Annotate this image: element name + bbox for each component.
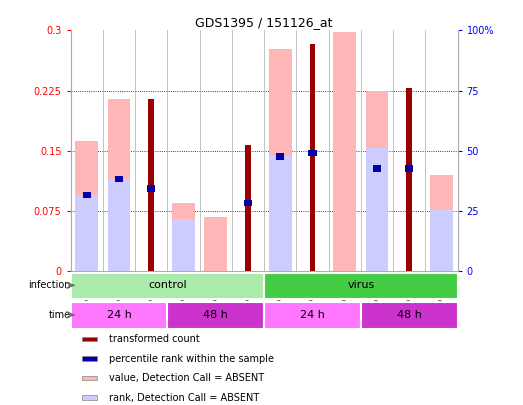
Text: 24 h: 24 h (107, 310, 131, 320)
Bar (108, 98, 130, 271)
Bar (361, 302, 458, 328)
Bar (167, 302, 264, 328)
Bar (373, 165, 381, 172)
Bar (71, 302, 167, 328)
Text: 24 h: 24 h (300, 310, 325, 320)
Bar (82, 376, 97, 380)
Text: infection: infection (28, 280, 71, 290)
Bar (366, 91, 388, 271)
Bar (108, 179, 130, 271)
Bar (309, 150, 316, 156)
Text: time: time (49, 310, 71, 320)
Bar (71, 273, 264, 299)
Title: GDS1395 / 151126_at: GDS1395 / 151126_at (196, 16, 333, 29)
Bar (172, 219, 195, 271)
Text: control: control (148, 280, 187, 290)
Bar (75, 141, 98, 271)
Bar (245, 145, 251, 271)
Bar (147, 185, 155, 192)
Bar (269, 156, 291, 271)
Bar (334, 32, 356, 271)
Bar (82, 337, 97, 341)
Bar (244, 200, 252, 206)
Text: rank, Detection Call = ABSENT: rank, Detection Call = ABSENT (109, 392, 259, 403)
Bar (115, 176, 123, 182)
Bar (406, 88, 412, 271)
Text: percentile rank within the sample: percentile rank within the sample (109, 354, 274, 364)
Bar (430, 175, 453, 271)
Text: 48 h: 48 h (397, 310, 422, 320)
Bar (430, 209, 453, 271)
Text: transformed count: transformed count (109, 334, 200, 344)
Bar (149, 98, 154, 271)
Bar (172, 203, 195, 271)
Bar (276, 153, 285, 160)
Bar (83, 192, 91, 198)
Bar (82, 395, 97, 400)
Bar (264, 273, 458, 299)
Text: value, Detection Call = ABSENT: value, Detection Call = ABSENT (109, 373, 265, 383)
Bar (204, 217, 227, 271)
Bar (264, 302, 361, 328)
Bar (366, 148, 388, 271)
Bar (82, 356, 97, 360)
Text: 48 h: 48 h (203, 310, 228, 320)
Text: virus: virus (347, 280, 374, 290)
Bar (310, 44, 315, 271)
Bar (269, 49, 291, 271)
Bar (405, 165, 413, 172)
Bar (75, 195, 98, 271)
